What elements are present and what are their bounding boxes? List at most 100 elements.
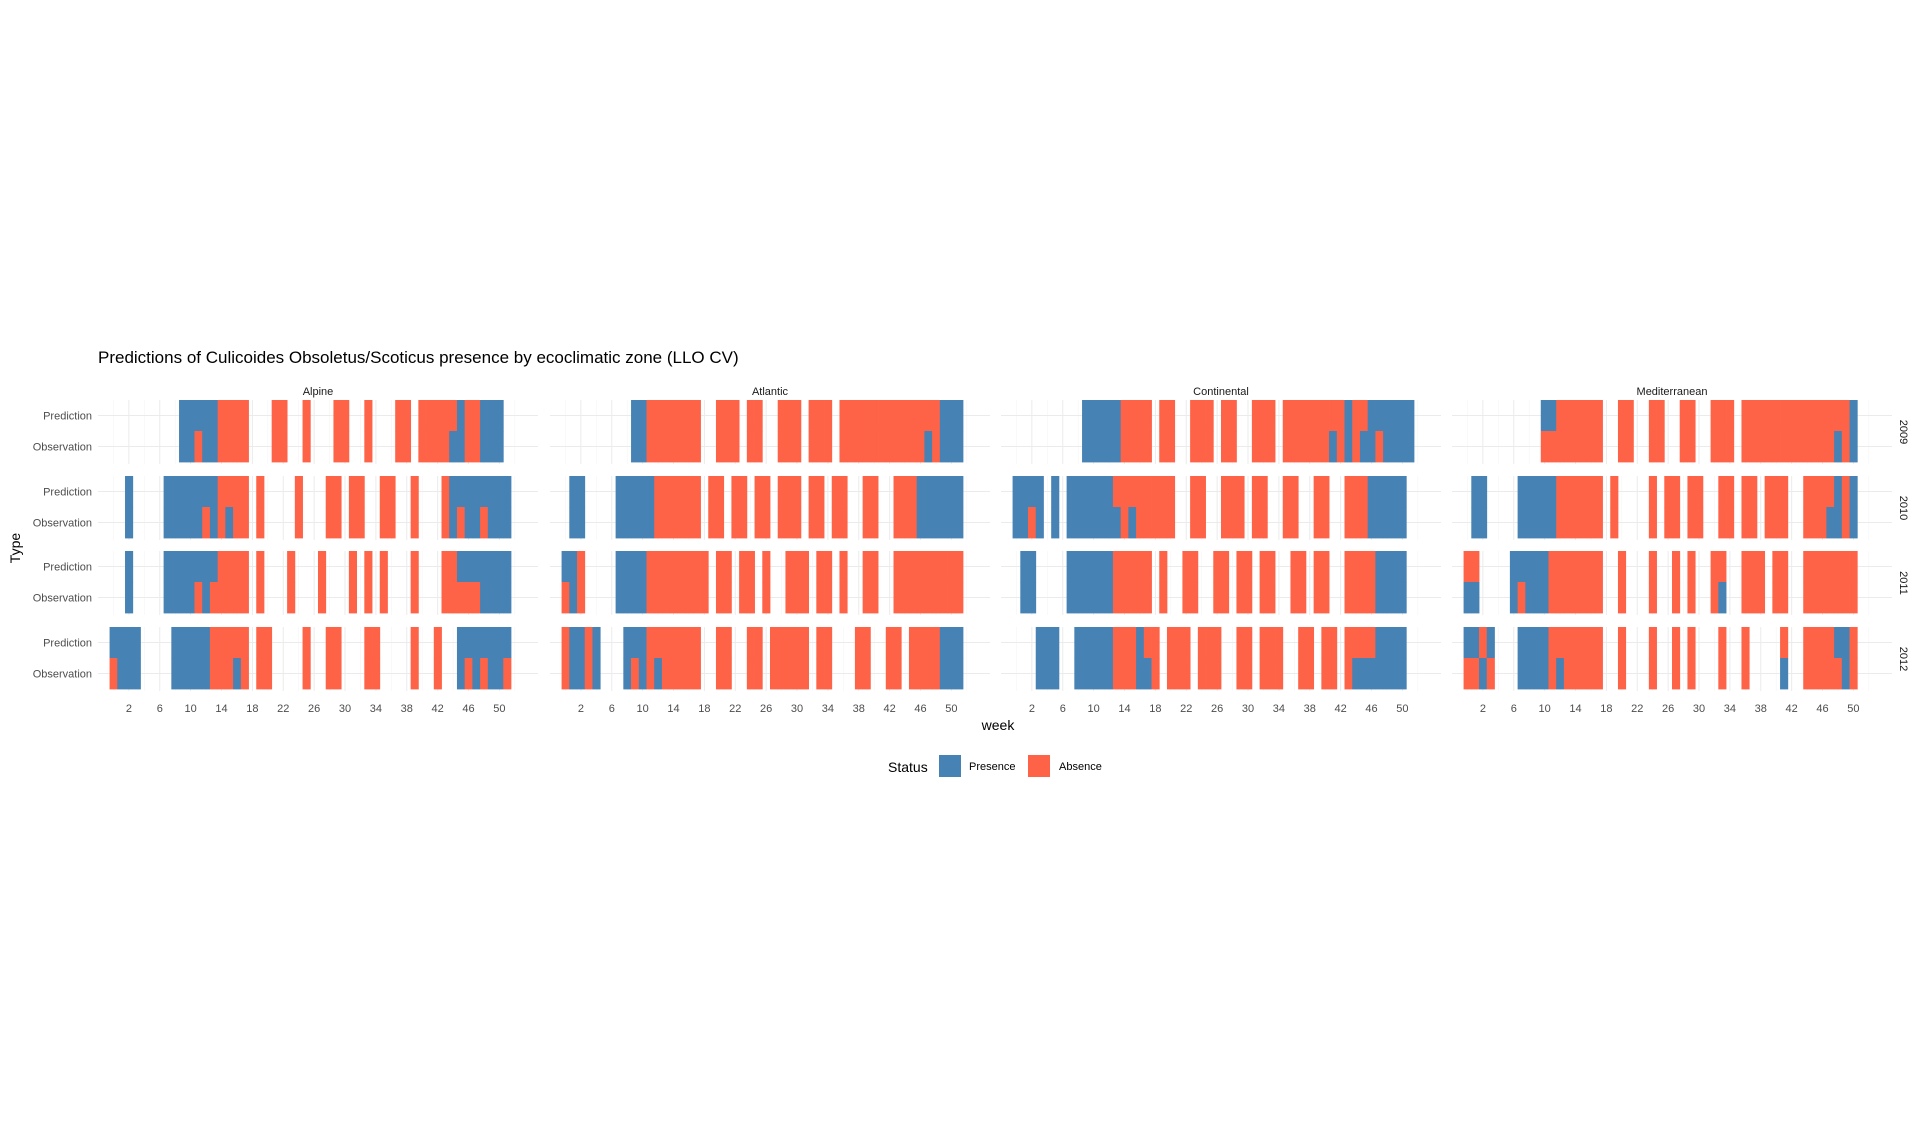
cell-observation-week-33 <box>1718 658 1727 690</box>
x-tick-label: 6 <box>157 703 163 715</box>
cell-observation-week-10 <box>1540 431 1549 463</box>
cell-observation-week-45 <box>1359 507 1369 539</box>
cell-prediction-week-8 <box>1525 551 1534 583</box>
cell-observation-week-15 <box>225 582 234 614</box>
cell-prediction-week-44 <box>1352 551 1361 583</box>
cell-observation-week-21 <box>723 431 732 463</box>
panels-group: Alpine Prediction Observation Prediction Obs… <box>33 386 1909 715</box>
cell-prediction-week-15 <box>677 551 686 583</box>
cell-prediction-week-35 <box>379 476 388 508</box>
cell-prediction-week-30 <box>793 400 802 432</box>
cell-prediction-week-40 <box>1321 476 1330 508</box>
cell-prediction-week-31 <box>348 476 357 508</box>
cell-observation-week-48 <box>1834 658 1843 690</box>
cell-prediction-week-49 <box>939 627 948 659</box>
cell-observation-week-2 <box>125 658 134 690</box>
cell-observation-week-43 <box>1344 431 1353 463</box>
cell-prediction-week-2 <box>1479 476 1488 508</box>
cell-prediction-week-26 <box>1664 476 1673 508</box>
cell-observation-week-16 <box>685 507 694 539</box>
cell-observation-week-24 <box>746 658 755 690</box>
cell-prediction-week-33 <box>1718 551 1727 583</box>
cell-prediction-week-47 <box>1826 627 1835 659</box>
cell-prediction-week-15 <box>225 476 234 508</box>
cell-prediction-week-10 <box>638 627 647 659</box>
cell-prediction-week-12 <box>1556 551 1565 583</box>
cell-observation-week-30 <box>793 582 802 614</box>
cell-observation-week-1 <box>569 582 578 614</box>
cell-observation-week-9 <box>631 431 640 463</box>
cell-observation-week-32 <box>1259 582 1268 614</box>
cell-prediction-week-13 <box>1112 400 1122 432</box>
cell-prediction-week-28 <box>1228 400 1237 432</box>
cell-observation-week-1 <box>1020 507 1029 539</box>
cell-observation-week-45 <box>1810 507 1820 539</box>
cell-observation-week-43 <box>1795 431 1804 463</box>
cell-prediction-week-40 <box>870 400 879 432</box>
cell-prediction-week-11 <box>1097 627 1106 659</box>
cell-observation-week-44 <box>1352 582 1361 614</box>
cell-prediction-week-24 <box>1197 476 1206 508</box>
cell-prediction-week-3 <box>584 627 593 659</box>
cell-observation-week-47 <box>1375 431 1384 463</box>
cell-observation-week-0 <box>561 658 570 690</box>
cell-prediction-week-1 <box>569 551 578 583</box>
cell-observation-week-40 <box>1321 507 1330 539</box>
cell-observation-week-38 <box>854 431 864 463</box>
cell-observation-week-49 <box>1841 582 1850 614</box>
cell-prediction-week-42 <box>885 627 894 659</box>
cell-prediction-week-39 <box>862 627 871 659</box>
cell-observation-week-47 <box>472 431 481 463</box>
x-tick-label: 6 <box>609 703 615 715</box>
cell-prediction-week-19 <box>256 551 265 583</box>
cell-prediction-week-26 <box>762 476 771 508</box>
cell-observation-week-25 <box>302 658 311 690</box>
cell-observation-week-45 <box>456 582 466 614</box>
cell-observation-week-7 <box>1517 582 1526 614</box>
cell-observation-week-20 <box>715 507 725 539</box>
cell-prediction-week-0 <box>1463 551 1472 583</box>
cell-prediction-week-11 <box>1548 627 1557 659</box>
cell-prediction-week-10 <box>1089 476 1098 508</box>
cell-prediction-week-19 <box>1159 400 1168 432</box>
cell-observation-week-45 <box>456 507 466 539</box>
cell-observation-week-24 <box>1648 431 1657 463</box>
cell-prediction-week-18 <box>1151 627 1160 659</box>
cell-prediction-week-12 <box>654 627 663 659</box>
cell-prediction-week-32 <box>1710 551 1719 583</box>
cell-prediction-week-24 <box>746 400 755 432</box>
cell-prediction-week-14 <box>1120 627 1129 659</box>
cell-prediction-week-40 <box>1321 627 1330 659</box>
cell-observation-week-36 <box>1290 431 1299 463</box>
cell-prediction-week-15 <box>1128 476 1137 508</box>
cell-prediction-week-8 <box>171 627 180 659</box>
cell-prediction-week-8 <box>1074 476 1083 508</box>
cell-prediction-week-9 <box>631 476 640 508</box>
cell-prediction-week-0 <box>561 551 570 583</box>
cell-observation-week-49 <box>1390 507 1399 539</box>
cell-prediction-week-9 <box>1533 476 1542 508</box>
cell-observation-week-44 <box>1352 431 1361 463</box>
cell-prediction-week-45 <box>1359 551 1369 583</box>
cell-prediction-week-25 <box>302 627 311 659</box>
cell-observation-week-29 <box>1687 658 1696 690</box>
cell-prediction-week-46 <box>916 476 925 508</box>
cell-prediction-week-7 <box>1517 551 1526 583</box>
cell-prediction-week-39 <box>410 551 419 583</box>
y-tick-label-prediction: Prediction <box>43 411 92 423</box>
cell-prediction-week-8 <box>623 627 632 659</box>
cell-observation-week-14 <box>669 658 678 690</box>
cell-observation-week-47 <box>924 431 933 463</box>
cell-prediction-week-26 <box>762 551 771 583</box>
cell-observation-week-11 <box>1548 431 1557 463</box>
x-tick-label: 38 <box>1304 703 1316 715</box>
cell-observation-week-46 <box>1367 658 1376 690</box>
cell-prediction-week-39 <box>1313 476 1322 508</box>
cell-observation-week-37 <box>1298 658 1307 690</box>
cell-observation-week-10 <box>638 431 647 463</box>
cell-observation-week-45 <box>456 431 466 463</box>
cell-observation-week-7 <box>615 507 624 539</box>
cell-observation-week-44 <box>901 507 910 539</box>
cell-observation-week-36 <box>839 582 848 614</box>
cell-observation-week-29 <box>1687 582 1696 614</box>
